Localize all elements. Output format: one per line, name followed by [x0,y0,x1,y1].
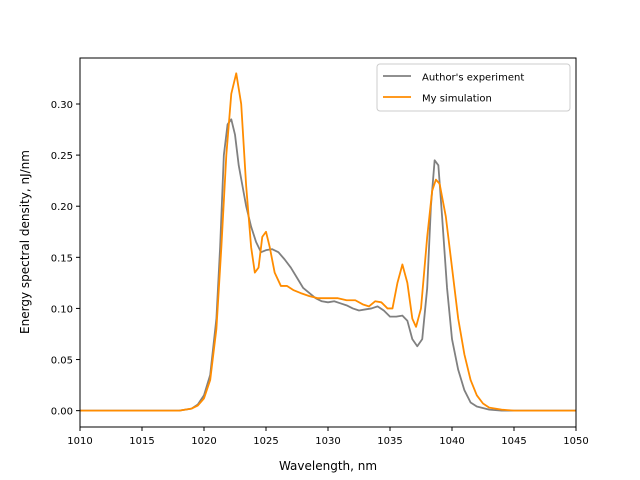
legend-box [376,63,571,112]
legend-label-author-experiment: Author's experiment [422,73,524,84]
author-experiment-line [80,118,576,412]
plot-frame [79,57,577,428]
y-tick-label: 0.25 [51,151,73,162]
x-tick-label: 1040 [439,436,464,447]
y-axis-label: Energy spectral density, nJ/nm [18,150,32,334]
plot-lines [80,72,576,412]
x-tick-label: 1020 [191,436,216,447]
y-tick-label: 0.00 [51,407,73,418]
y-tick-label: 0.30 [51,100,73,111]
y-tick-label: 0.05 [51,356,73,367]
y-tick-label: 0.15 [51,253,73,264]
x-tick-label: 1015 [129,436,154,447]
y-tick-label: 0.20 [51,202,73,213]
x-tick-label: 1045 [501,436,526,447]
y-axis-ticks: 0.00 0.05 0.10 0.15 0.20 0.25 0.30 [51,100,80,418]
x-tick-label: 1050 [563,436,588,447]
x-axis-ticks: 1010 1015 1020 1025 1030 1035 1040 1045 1050 [67,427,589,447]
legend: Author's experiment My simulation [376,63,571,112]
x-tick-label: 1030 [315,436,340,447]
y-tick-label: 0.10 [51,304,73,315]
legend-label-my-simulation: My simulation [422,94,492,105]
x-axis-label: Wavelength, nm [279,459,377,473]
x-tick-label: 1035 [377,436,402,447]
x-tick-label: 1025 [253,436,278,447]
x-tick-label: 1010 [67,436,92,447]
my-simulation-line [80,72,576,412]
